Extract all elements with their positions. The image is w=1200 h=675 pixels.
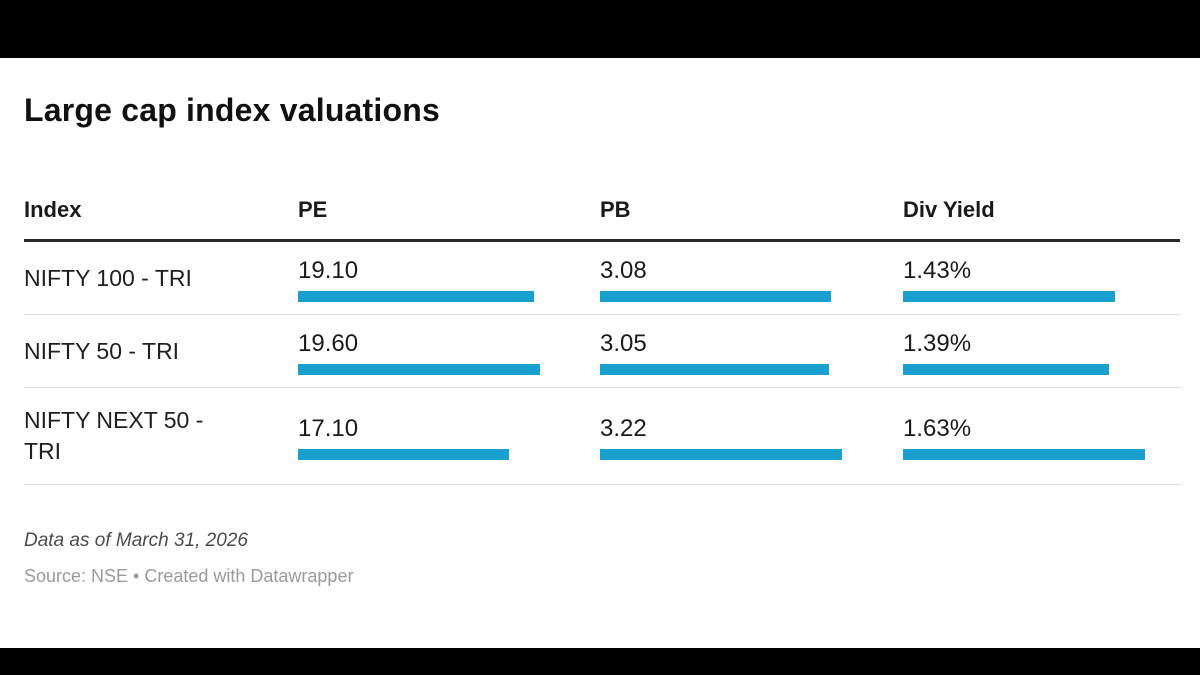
pb-bar	[600, 449, 842, 460]
col-header-index: Index	[24, 197, 82, 222]
pe-bar	[298, 364, 540, 375]
index-label: NIFTY 100 - TRI	[24, 264, 192, 291]
pb-value: 3.08	[600, 257, 647, 284]
pb-bar	[600, 364, 830, 375]
pe-bar	[298, 449, 510, 460]
div-yield-cell: 1.39%	[903, 317, 1180, 385]
pb-value: 3.22	[600, 415, 647, 442]
div-yield-cell: 1.43%	[903, 244, 1180, 312]
chart-card: Large cap index valuations Index PE PB D…	[0, 58, 1200, 587]
col-header-pb: PB	[600, 197, 631, 222]
pb-value: 3.05	[600, 330, 647, 357]
div-yield-value: 1.63%	[903, 415, 972, 442]
div-yield-cell: 1.63%	[903, 402, 1180, 470]
col-header-div-yield: Div Yield	[903, 197, 995, 222]
table-row: NIFTY NEXT 50 - TRI 17.10 3.22 1.63%	[24, 388, 1180, 485]
table-header: Index PE PB Div Yield	[24, 197, 1180, 242]
pe-value: 19.60	[298, 330, 359, 357]
letterbox-top	[0, 0, 1200, 58]
letterbox-bottom	[0, 648, 1200, 675]
pe-bar	[298, 291, 534, 302]
pe-cell: 19.60	[298, 317, 600, 385]
div-yield-bar	[903, 291, 1116, 302]
pe-cell: 19.10	[298, 244, 600, 312]
pb-cell: 3.05	[600, 317, 903, 385]
index-label: NIFTY 50 - TRI	[24, 337, 180, 364]
table-body: NIFTY 100 - TRI 19.10 3.08 1.43% NIFTY 5…	[24, 242, 1180, 485]
footer-source: Source: NSE • Created with Datawrapper	[24, 566, 354, 586]
div-yield-bar	[903, 449, 1145, 460]
pb-bar	[600, 291, 832, 302]
div-yield-value: 1.39%	[903, 330, 972, 357]
pe-value: 17.10	[298, 415, 359, 442]
footer-note: Data as of March 31, 2026	[24, 530, 248, 551]
pe-cell: 17.10	[298, 402, 600, 470]
pb-cell: 3.22	[600, 402, 903, 470]
pe-value: 19.10	[298, 257, 359, 284]
div-yield-value: 1.43%	[903, 257, 972, 284]
index-label: NIFTY NEXT 50 - TRI	[24, 407, 204, 464]
table-row: NIFTY 50 - TRI 19.60 3.05 1.39%	[24, 315, 1180, 388]
div-yield-bar	[903, 364, 1110, 375]
chart-title: Large cap index valuations	[24, 92, 440, 128]
pb-cell: 3.08	[600, 244, 903, 312]
col-header-pe: PE	[298, 197, 328, 222]
table-row: NIFTY 100 - TRI 19.10 3.08 1.43%	[24, 242, 1180, 315]
